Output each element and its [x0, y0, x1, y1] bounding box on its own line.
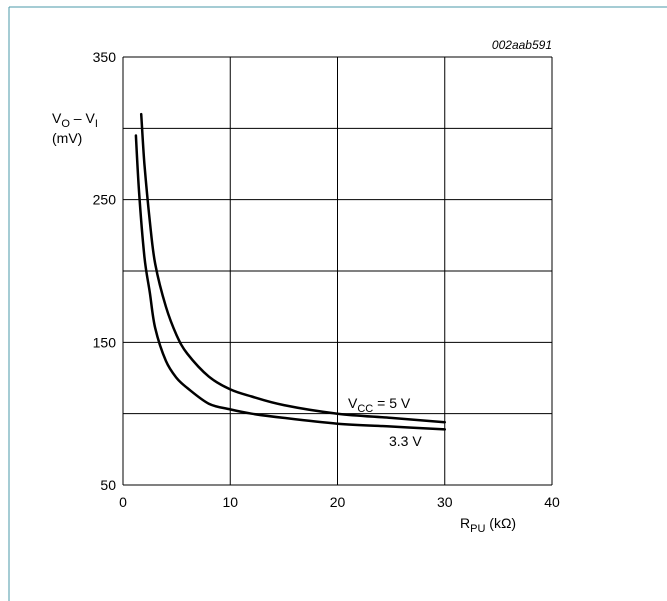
- series-label-vcc5-main: V: [348, 395, 358, 411]
- x-axis-label-main: R: [460, 515, 470, 531]
- y-tick-label: 150: [93, 334, 117, 350]
- series-group: [134, 112, 447, 431]
- x-tick-label: 0: [119, 494, 127, 510]
- y-axis-label-sub2: I: [95, 118, 98, 130]
- grid: [122, 56, 553, 486]
- figure-id: 002aab591: [492, 38, 552, 52]
- x-axis-label: RPU (kΩ): [460, 515, 516, 535]
- y-axis-label-main: V: [52, 110, 62, 126]
- series-label-vcc5: VCC = 5 V: [348, 395, 411, 415]
- y-tick-label: 250: [93, 192, 117, 208]
- x-tick-label: 20: [330, 494, 346, 510]
- series-label-vcc5-rest: = 5 V: [373, 395, 411, 411]
- x-tick-label: 10: [222, 494, 238, 510]
- tick-labels: 0 10 20 30 40 50 150 250 350: [93, 49, 560, 510]
- y-axis-label-sub1: O: [61, 118, 70, 130]
- series-line-vcc5: [139, 112, 447, 424]
- x-tick-label: 40: [544, 494, 560, 510]
- y-tick-label: 50: [100, 477, 116, 493]
- series-line-3v3: [134, 134, 447, 431]
- y-axis-label: VO – VI: [52, 110, 98, 130]
- x-axis-label-unit: (kΩ): [485, 515, 516, 531]
- y-tick-label: 350: [93, 49, 117, 65]
- series-label-vcc5-sub: CC: [357, 403, 373, 415]
- x-axis-label-sub: PU: [470, 523, 485, 535]
- y-axis-label-mid: – V: [70, 110, 96, 126]
- y-axis-unit: (mV): [52, 130, 82, 146]
- series-label-3v3: 3.3 V: [389, 433, 422, 449]
- x-tick-label: 30: [437, 494, 453, 510]
